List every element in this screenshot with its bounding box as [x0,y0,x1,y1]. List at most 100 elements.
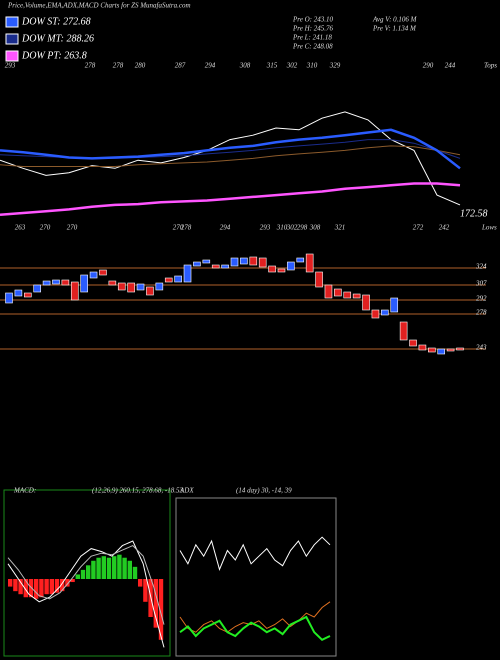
price-line [0,128,461,170]
stat: Pre V: 1.134 M [372,25,417,33]
legend-label: DOW ST: 272.68 [21,16,91,27]
stat: Pre L: 241.18 [292,34,332,42]
level-label: 324 [475,263,487,271]
candle [89,271,98,279]
low-label: 270 [173,224,184,232]
candle [42,280,51,286]
candle [183,264,192,283]
low-label: 242 [439,224,450,232]
price-line [0,139,461,159]
macd-bar [34,579,39,599]
candle [136,283,145,291]
legend-swatch [5,16,19,28]
adx-line [179,615,331,642]
candle [343,291,352,299]
candle [324,284,333,299]
macd-bar [44,579,49,595]
lows-label: Lows [481,224,497,232]
candle [334,288,342,297]
top-label: 278 [113,62,124,70]
level-label: 278 [476,309,487,317]
candle [221,264,229,269]
low-label: 298 [297,224,308,232]
macd-bar [122,557,127,579]
macd-bar [80,569,86,579]
candle [277,268,286,273]
macd-bar [39,579,44,598]
candle [155,282,164,291]
legend-swatch [5,50,19,62]
macd-bar [127,560,132,579]
adx-line [179,536,331,572]
candle [117,282,126,291]
top-label: 302 [286,62,298,70]
candle [305,253,314,273]
stat: Avg V: 0.106 M [372,16,418,24]
price-line [0,145,461,167]
tops-label: Tops [484,62,497,70]
candle [23,292,32,298]
candle [52,279,60,285]
top-label: 293 [5,62,16,70]
macd-bar [23,579,28,598]
candle [146,286,154,296]
macd-params: (12,26,9) 260.15, 278.68, -18.53 [92,487,183,495]
level-label: 307 [475,280,487,288]
candle [362,294,370,311]
macd-bar [18,579,23,595]
candle [258,257,267,268]
low-label: 293 [260,224,271,232]
price-line [0,111,461,206]
top-label: 329 [329,62,341,70]
macd-bar [60,579,65,592]
candle [418,344,427,351]
candle [296,257,305,263]
candle [61,279,70,286]
macd-bar [28,579,34,598]
stat: Pre O: 243.10 [292,16,333,24]
last-price: 172.58 [460,208,488,219]
price-line [0,182,461,217]
macd-bar [158,579,164,640]
candle [446,348,455,352]
macd-bar [70,579,75,583]
macd-title: MACD: [13,487,36,495]
candle [371,309,380,319]
low-label: 308 [309,224,321,232]
candle [14,289,23,297]
macd-bar [101,556,106,579]
legend-label: DOW MT: 288.26 [21,33,94,44]
low-label: 321 [334,224,346,232]
top-label: 278 [85,62,96,70]
low-label: 278 [181,224,192,232]
top-label: 294 [205,62,216,70]
macd-bar [65,579,70,587]
stat: Pre H: 245.76 [292,25,333,33]
macd-bar [132,566,138,579]
macd-bar [75,574,80,579]
top-label: 310 [306,62,318,70]
candle [80,274,88,293]
low-label: 310 [276,224,288,232]
macd-bar [138,579,143,587]
candle [108,280,117,286]
level-label: 243 [476,344,487,352]
macd-bar [8,579,13,587]
candle [268,265,276,273]
low-label: 263 [15,224,26,232]
low-label: 272 [413,224,424,232]
stat: Pre C: 248.08 [292,43,333,51]
macd-line [7,540,165,648]
candle [202,259,211,264]
macd-bar [106,557,112,579]
adx-title: ADX [179,487,194,495]
legend-label: DOW PT: 263.8 [21,50,87,61]
adx-params: (14 day) 30, -14, 39 [236,487,292,495]
candle [70,281,79,301]
low-label: 270 [67,224,78,232]
macd-bar [86,565,91,579]
candle [409,339,417,347]
low-label: 302 [286,224,298,232]
candle [315,271,323,288]
